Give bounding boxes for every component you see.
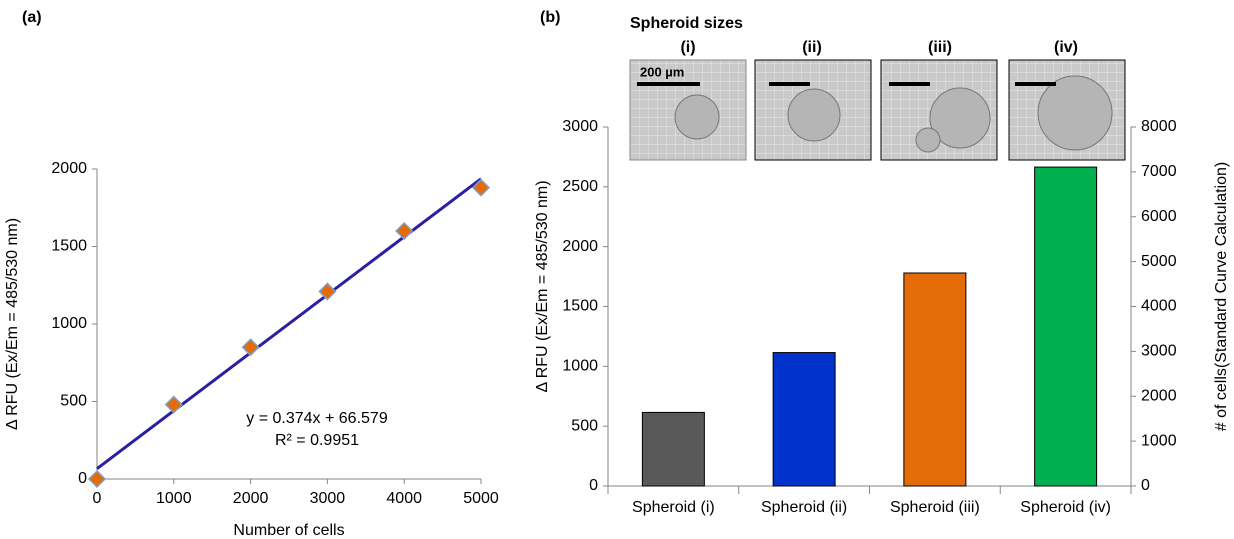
y-tick-label: 2500 bbox=[562, 178, 598, 195]
spheroid bbox=[674, 94, 720, 140]
y2-tick-label: 5000 bbox=[1141, 253, 1177, 270]
y-tick-label: 0 bbox=[589, 477, 598, 494]
point bbox=[241, 338, 260, 357]
image-label: (i) bbox=[680, 39, 695, 56]
panel-label: (a) bbox=[22, 9, 42, 26]
panel-label: (b) bbox=[540, 9, 560, 26]
y2-tick-label: 8000 bbox=[1141, 118, 1177, 135]
annotation: R² = 0.9951 bbox=[275, 432, 359, 449]
spheroid bbox=[1037, 75, 1113, 151]
x-tick-label: Spheroid (iii) bbox=[890, 499, 980, 516]
y-tick-label: 3000 bbox=[562, 118, 598, 135]
point bbox=[471, 178, 491, 197]
y2-tick-label: 0 bbox=[1141, 477, 1150, 494]
spheroid bbox=[915, 127, 941, 153]
image-label: (iv) bbox=[1054, 39, 1078, 56]
point bbox=[318, 282, 337, 301]
y-tick-label: 500 bbox=[60, 393, 87, 410]
x-tick-label: Spheroid (iv) bbox=[1020, 499, 1111, 516]
spheroid-images: 200 µm (i) (ii) (iii) (iv) bbox=[629, 39, 1126, 161]
y2-tick-label: 4000 bbox=[1141, 298, 1177, 315]
image-label: (ii) bbox=[802, 39, 822, 56]
y-tick-label: 1000 bbox=[51, 315, 87, 332]
chart-title: Spheroid sizes bbox=[630, 15, 743, 32]
y-tick-label: 2000 bbox=[51, 160, 87, 177]
point bbox=[164, 395, 183, 414]
trendline bbox=[96, 177, 482, 470]
y2-tick-label: 1000 bbox=[1141, 432, 1177, 449]
y2-tick-label: 6000 bbox=[1141, 208, 1177, 225]
x-tick-label: 1000 bbox=[156, 490, 192, 507]
spheroid bbox=[929, 87, 991, 149]
y-axis-label: Δ RFU (Ex/Em = 485/530 nm) bbox=[534, 180, 551, 392]
y-tick-label: 1500 bbox=[51, 238, 87, 255]
x-tick-label: 2000 bbox=[233, 490, 269, 507]
x-tick-label: Spheroid (i) bbox=[632, 499, 715, 516]
bar bbox=[772, 352, 836, 487]
y-tick-label: 1000 bbox=[562, 358, 598, 375]
x-tick-label: 0 bbox=[93, 490, 102, 507]
image-label: (iii) bbox=[928, 39, 952, 56]
point bbox=[87, 469, 107, 489]
y-axis-label: Δ RFU (Ex/Em = 485/530 nm) bbox=[4, 218, 21, 430]
spheroid bbox=[787, 88, 841, 142]
bar bbox=[641, 411, 705, 487]
scale-bar-label: 200 µm bbox=[640, 64, 684, 79]
x-tick-label: 3000 bbox=[310, 490, 346, 507]
y2-axis-label: # of cells(Standard Curve Calculation) bbox=[1213, 162, 1230, 431]
bar bbox=[903, 272, 967, 487]
x-tick-label: Spheroid (ii) bbox=[761, 499, 847, 516]
y-tick-label: 0 bbox=[78, 470, 87, 487]
y2-tick-label: 2000 bbox=[1141, 387, 1177, 404]
bar bbox=[1034, 166, 1098, 487]
y2-tick-label: 3000 bbox=[1141, 343, 1177, 360]
point bbox=[395, 221, 414, 241]
x-axis-label: Number of cells bbox=[233, 522, 344, 539]
y2-tick-label: 7000 bbox=[1141, 163, 1177, 180]
y-tick-label: 1500 bbox=[562, 298, 598, 315]
x-tick-label: 5000 bbox=[463, 490, 499, 507]
annotation: y = 0.374x + 66.579 bbox=[246, 410, 388, 427]
x-tick-label: 4000 bbox=[386, 490, 422, 507]
y-tick-label: 2000 bbox=[562, 238, 598, 255]
y-tick-label: 500 bbox=[571, 417, 598, 434]
